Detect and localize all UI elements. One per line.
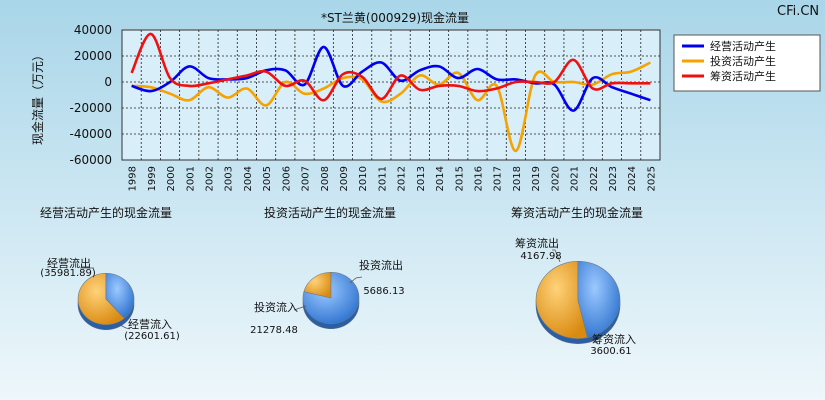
- x-tick-label: 2021: [570, 166, 581, 191]
- legend-label-1: 投资活动产生: [710, 54, 776, 68]
- watermark-text: CFi.CN: [777, 4, 819, 19]
- pie-leader-line-0: [552, 249, 561, 263]
- legend-label-0: 经营活动产生: [710, 39, 776, 53]
- x-tick-label: 2005: [262, 166, 273, 191]
- x-tick-label: 2009: [339, 166, 350, 191]
- x-tick-label: 2014: [435, 166, 446, 191]
- legend-box: [673, 34, 821, 92]
- y-tick-label: 40000: [74, 23, 112, 37]
- x-tick-label: 2012: [397, 166, 408, 191]
- pie-slice-label-1: 筹资流入: [592, 332, 636, 346]
- pie-slice-label-0: 投资流出: [359, 258, 403, 272]
- pie-slice-label-1: 经营流入: [128, 317, 172, 331]
- pie-slice-0: [303, 271, 332, 299]
- pie-slice-value-0: (35981.89): [40, 268, 96, 279]
- pie-slice-value-1: 3600.61: [590, 346, 631, 357]
- y-tick-label: -40000: [69, 127, 112, 141]
- x-tick-label: 1998: [128, 166, 139, 191]
- series-line-0: [131, 45, 651, 112]
- pie-leader-line-1: [119, 324, 131, 330]
- y-axis-label: 现金流量（万元）: [30, 49, 45, 145]
- pie-leader-line-0: [349, 276, 363, 284]
- x-tick-label: 2020: [550, 166, 561, 191]
- series-lines: [130, 32, 651, 153]
- x-tick-label: 2019: [531, 166, 542, 191]
- pie-slice-value-1: 21278.48: [250, 325, 298, 336]
- pie-slice-1: [105, 272, 135, 319]
- series-line-2: [130, 32, 651, 102]
- x-tick-label: 2024: [627, 166, 638, 191]
- pie-slice-value-1: (22601.61): [124, 331, 180, 342]
- x-tick-label: 2023: [608, 166, 619, 191]
- pie-slice-0: [77, 272, 125, 326]
- pie-leader-line-1: [293, 305, 307, 311]
- pie-slice-1: [302, 271, 360, 325]
- pie-title-operating: 经营活动产生的现金流量: [40, 205, 172, 220]
- x-tick-label: 2017: [493, 166, 504, 191]
- y-tick-label: 20000: [74, 49, 112, 63]
- pie-slice-1: [577, 261, 621, 338]
- x-tick-label: 2025: [646, 166, 657, 191]
- pie-leader-line-1: [589, 337, 599, 345]
- chart-title: *ST兰黄(000929)现金流量: [321, 10, 469, 25]
- x-tick-label: 2013: [416, 166, 427, 191]
- pie-slice-label-0: 经营流出: [47, 256, 91, 270]
- x-tick-label: 2001: [185, 166, 196, 191]
- series-line-1: [131, 61, 651, 153]
- x-axis-ticks: 1998 1999 2000 2001 2002 2003 2004 2005 2006 2007…: [128, 166, 658, 191]
- x-tick-label: 1999: [147, 166, 158, 191]
- y-tick-label: -60000: [69, 153, 112, 167]
- x-tick-label: 2010: [358, 166, 369, 191]
- x-tick-label: 2018: [512, 166, 523, 191]
- pie-slice-label-0: 筹资流出: [515, 236, 559, 250]
- x-tick-label: 2016: [473, 166, 484, 191]
- x-tick-label: 2003: [224, 166, 235, 191]
- x-tick-label: 2007: [301, 166, 312, 191]
- pie-slice-label-1: 投资流入: [254, 300, 298, 314]
- x-tick-label: 2022: [589, 166, 600, 191]
- x-tick-label: 2011: [377, 166, 388, 191]
- pie-title-investing: 投资活动产生的现金流量: [264, 205, 396, 220]
- line-chart: *ST兰黄(000929)现金流量 40000 20000 0 -20000 -4000…: [30, 10, 821, 191]
- y-tick-label: -20000: [69, 101, 112, 115]
- y-tick-label: 0: [104, 75, 112, 89]
- x-tick-label: 2006: [281, 166, 292, 191]
- x-tick-label: 2000: [166, 166, 177, 191]
- pie-chart-investing: 投资活动产生的现金流量 投资流出 5686.13 投资流入 21278.48: [250, 205, 405, 336]
- x-tick-label: 2008: [320, 166, 331, 191]
- y-axis-ticks: 40000 20000 0 -20000 -40000 -60000: [69, 23, 112, 167]
- legend-label-2: 筹资活动产生: [710, 69, 776, 83]
- pie-slice-0: [535, 261, 588, 339]
- pie-chart-operating: 经营活动产生的现金流量 经营流出(35981.89) 经营流入(22601.61): [40, 205, 180, 342]
- pie-title-financing: 筹资活动产生的现金流量: [511, 205, 643, 220]
- x-tick-label: 2004: [243, 166, 254, 191]
- x-tick-label: 2015: [454, 166, 465, 191]
- pie-slice-value-0: 4167.98: [520, 251, 561, 262]
- x-tick-label: 2002: [204, 166, 215, 191]
- pie-slice-value-0: 5686.13: [363, 286, 404, 297]
